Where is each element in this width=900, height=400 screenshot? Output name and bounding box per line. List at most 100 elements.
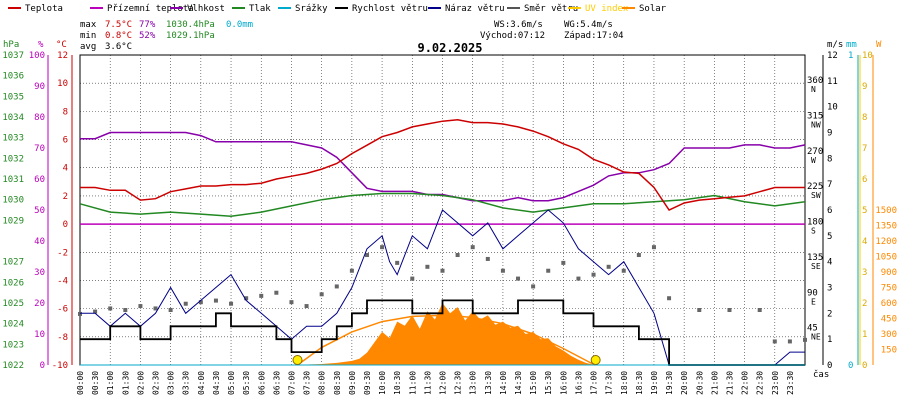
x-tick-label: 11:30: [423, 371, 432, 395]
wind-direction-point: [757, 308, 762, 313]
wind-direction-point: [651, 245, 656, 250]
wind-direction-point: [772, 339, 777, 344]
direction-tick-deg: 225: [807, 182, 823, 192]
wind-direction-point: [455, 253, 460, 258]
x-tick-label: 18:30: [635, 371, 644, 395]
pressure-tick-label: 1035: [2, 92, 24, 102]
wind-direction-point: [667, 296, 672, 301]
rain-tick-label: 1: [848, 51, 853, 61]
x-tick-label: 00:30: [91, 371, 100, 395]
wind-direction-point: [289, 300, 294, 305]
wind-tick-label: 11: [827, 77, 838, 87]
x-tick-label: 12:30: [454, 371, 463, 395]
solar-tick-label: 600: [881, 299, 897, 309]
legend-label: Solar: [639, 4, 667, 14]
temperature-tick-label: 10: [57, 79, 68, 89]
stats-max-press: 1030.4hPa: [166, 20, 215, 30]
x-tick-label: 01:30: [121, 371, 130, 395]
temperature-tick-label: 6: [63, 136, 68, 146]
x-tick-label: 10:00: [378, 371, 387, 395]
solar-area: [80, 303, 805, 365]
wind-direction-point: [334, 284, 339, 289]
wind-direction-point: [229, 301, 234, 306]
legend-label: Srážky: [295, 4, 328, 14]
humidity-line: [80, 131, 806, 202]
x-tick-label: 06:30: [272, 371, 281, 395]
x-tick-label: 19:00: [650, 371, 659, 395]
solar-tick-label: 300: [881, 330, 897, 340]
sunset-time: Západ:17:04: [564, 31, 624, 41]
wind-direction-point: [576, 276, 581, 281]
x-tick-label: 20:30: [695, 371, 704, 395]
humidity-tick-label: 80: [34, 113, 45, 123]
pressure-tick-label: 1024: [2, 320, 24, 330]
stats-min-label: min: [80, 31, 96, 41]
temperature-tick-label: -4: [57, 276, 68, 286]
x-tick-label: 23:00: [771, 371, 780, 395]
wind-direction-point: [78, 311, 82, 316]
solar-tick-label: 1200: [875, 237, 897, 247]
direction-tick-deg: 90: [807, 288, 818, 298]
wind-direction-point: [425, 264, 430, 269]
legend-label: Tlak: [249, 4, 271, 14]
x-tick-label: 10:30: [393, 371, 402, 395]
wind-direction-point: [531, 284, 536, 289]
wind-direction-point: [274, 290, 279, 295]
direction-tick-letter: SE: [811, 262, 821, 271]
uv-tick-label: 8: [862, 113, 867, 123]
x-tick-label: 15:00: [529, 371, 538, 395]
temperature-tick-label: 8: [63, 107, 68, 117]
x-tick-label: 11:00: [408, 371, 417, 395]
wind-direction-point: [168, 308, 173, 313]
wind-direction-point: [606, 264, 611, 269]
x-tick-label: 19:30: [665, 371, 674, 395]
pressure-tick-label: 1036: [2, 72, 24, 82]
pressure-tick-label: 1033: [2, 134, 24, 144]
sun-marker: [292, 355, 303, 365]
x-tick-label: 06:00: [257, 371, 266, 395]
pressure-tick-label: 1034: [2, 113, 24, 123]
rain-axis-label: mm: [846, 40, 857, 50]
wind-direction-point: [198, 300, 203, 305]
stats-avg-label: avg: [80, 42, 96, 52]
wind-direction-point: [259, 293, 264, 298]
wind-direction-point: [93, 309, 98, 314]
x-tick-label: 20:00: [680, 371, 689, 395]
humidity-tick-label: 30: [34, 268, 45, 278]
legend-label: Rychlost větru: [352, 4, 428, 14]
humidity-tick-label: 60: [34, 175, 45, 185]
stats-max-rain: 0.0mm: [226, 20, 253, 30]
x-tick-label: 02:30: [152, 371, 161, 395]
x-tick-label: 08:00: [318, 371, 327, 395]
wind-direction-point: [636, 253, 641, 258]
wind-speed-line: [80, 299, 805, 366]
plot-area: [78, 119, 807, 366]
direction-tick-deg: 360: [807, 76, 823, 86]
uv-tick-label: 7: [862, 144, 867, 154]
sun-marker: [590, 355, 601, 365]
wind-direction-point: [138, 304, 143, 309]
solar-tick-label: 750: [881, 284, 897, 294]
x-tick-label: 23:30: [786, 371, 795, 395]
wind-tick-label: 2: [827, 309, 832, 319]
legend-label: Směr větru: [524, 4, 578, 14]
wind-direction-point: [364, 253, 369, 258]
pressure-tick-label: 1037: [2, 51, 24, 61]
wind-direction-point: [485, 256, 490, 261]
wind-direction-point: [410, 276, 415, 281]
x-tick-label: 09:30: [363, 371, 372, 395]
stats-min-temp: 0.8°C: [105, 31, 132, 41]
pressure-tick-label: 1025: [2, 299, 24, 309]
wind-direction-point: [440, 268, 445, 273]
wind-direction-point: [470, 245, 475, 250]
wind-tick-label: 12: [827, 51, 838, 61]
uv-tick-label: 3: [862, 268, 867, 278]
legend-label: Přízemní teplota: [107, 4, 194, 14]
wind-direction-point: [108, 306, 113, 311]
wind-direction-point: [123, 308, 128, 313]
humidity-tick-label: 40: [34, 237, 45, 247]
x-tick-label: 21:00: [710, 371, 719, 395]
temperature-tick-label: 12: [57, 51, 68, 61]
wind-tick-label: 9: [827, 129, 832, 139]
